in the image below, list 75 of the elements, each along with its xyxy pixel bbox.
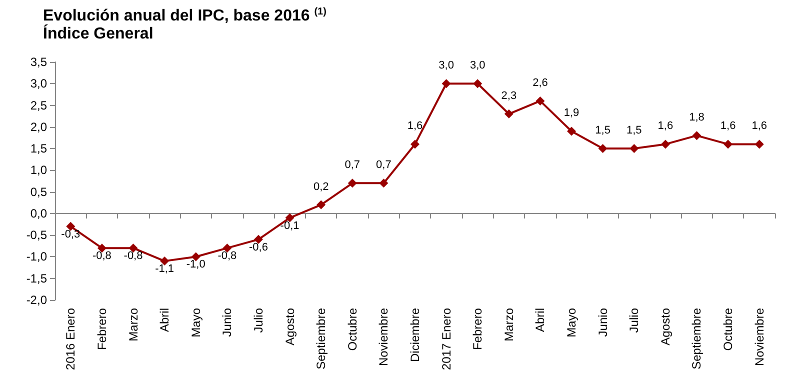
y-tick-label: 3,0 [30, 76, 48, 91]
data-label: -0,6 [248, 241, 268, 254]
data-label: -0,8 [92, 250, 112, 262]
point [724, 140, 733, 149]
point [660, 140, 670, 149]
data-label: -0,3 [61, 228, 80, 240]
point [598, 144, 608, 154]
data-label: 1,5 [626, 124, 642, 137]
x-tick-label: Mayo [188, 308, 203, 338]
point [316, 200, 326, 210]
data-label: 1,6 [752, 120, 767, 132]
data-label: 1,6 [658, 120, 674, 132]
x-tick-label: Noviembre [376, 308, 391, 366]
data-label: 2,6 [532, 76, 548, 89]
x-tick-label: Julio [251, 308, 266, 333]
x-tick-label: Junio [220, 308, 234, 337]
x-tick-label: Octubre [345, 308, 360, 351]
y-tick-label: 0,0 [30, 206, 48, 220]
data-label: 0,7 [376, 159, 392, 172]
x-tick-label: Febrero [470, 308, 485, 350]
data-label: -0,8 [218, 250, 237, 262]
point [442, 79, 451, 88]
chart-title: Evolución anual del IPC, base 2016 (1) [43, 6, 326, 24]
data-label: 0,7 [344, 159, 360, 172]
x-tick-label: Septiembre [314, 308, 328, 370]
point [379, 178, 388, 188]
data-label: 3,0 [470, 60, 486, 72]
y-tick-label: -0,5 [26, 228, 48, 242]
x-tick-label: 2017 Enero [439, 308, 454, 370]
point [348, 178, 357, 188]
data-label: -0,1 [280, 220, 300, 232]
point [754, 140, 764, 149]
y-tick-label: -1,0 [26, 250, 48, 264]
x-tick-label: Agosto [282, 308, 297, 346]
y-tick-label: -1,5 [26, 271, 48, 286]
data-label: 2,3 [501, 90, 517, 102]
y-tick-label: 2,0 [30, 120, 48, 134]
x-tick-label: Abril [158, 308, 172, 332]
data-label: 0,2 [313, 180, 329, 193]
x-tick-label: Abril [533, 308, 548, 332]
point [630, 144, 639, 154]
data-label: 1,6 [407, 120, 423, 132]
y-tick-label: 0,5 [30, 184, 48, 199]
point [692, 131, 702, 140]
data-label: -1,1 [155, 263, 174, 276]
point [410, 140, 420, 149]
y-tick-label: 1,5 [30, 142, 48, 156]
point [536, 96, 545, 106]
x-tick-label: Febrero [94, 308, 109, 350]
x-tick-label: Octubre [721, 308, 736, 351]
x-tick-label: Diciembre [408, 308, 422, 362]
y-tick-label: 2,5 [30, 98, 48, 112]
x-tick-label: Agosto [658, 308, 672, 346]
x-tick-label: Julio [627, 308, 642, 333]
x-tick-label: Marzo [126, 308, 140, 342]
y-tick-label: 3,5 [30, 55, 48, 69]
x-tick-label: Septiembre [690, 308, 704, 370]
point [504, 109, 514, 118]
data-label: -0,8 [124, 250, 143, 262]
x-tick-label: Noviembre [752, 308, 766, 366]
data-label: 1,5 [595, 124, 610, 137]
x-tick-label: 2016 Enero [64, 308, 78, 370]
x-tick-label: Mayo [564, 308, 579, 338]
y-tick-label: -2,0 [26, 293, 48, 307]
y-tick-label: 1,0 [30, 163, 48, 178]
x-tick-label: Junio [596, 308, 610, 337]
point [567, 126, 576, 136]
data-label: 1,6 [720, 120, 736, 132]
point [473, 79, 482, 88]
data-label: 1,8 [689, 112, 704, 124]
data-label: 1,9 [564, 107, 580, 120]
chart-subtitle: Índice General [43, 24, 154, 42]
data-label: 3,0 [438, 60, 454, 72]
data-label: -1,0 [186, 258, 206, 271]
x-tick-label: Marzo [502, 308, 516, 342]
